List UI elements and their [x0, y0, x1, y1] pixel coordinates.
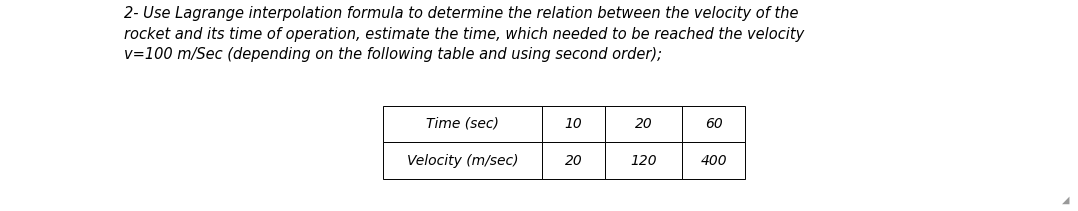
Bar [542, 142, 605, 179]
Bar [383, 106, 542, 142]
Text: 60: 60 [705, 117, 722, 131]
Bar [605, 142, 682, 179]
Bar [682, 106, 745, 142]
Bar [383, 142, 542, 179]
Text: Time (sec): Time (sec) [426, 117, 499, 131]
Text: 20: 20 [635, 117, 652, 131]
Bar [682, 142, 745, 179]
Text: 2- Use Lagrange interpolation formula to determine the relation between the velo: 2- Use Lagrange interpolation formula to… [124, 6, 804, 62]
Bar [542, 106, 605, 142]
Text: 20: 20 [565, 154, 582, 168]
Text: Velocity (m/sec): Velocity (m/sec) [406, 154, 519, 168]
Text: 10: 10 [565, 117, 582, 131]
Text: 400: 400 [701, 154, 727, 168]
Text: ◢: ◢ [1062, 195, 1069, 205]
Text: 120: 120 [631, 154, 657, 168]
Bar [605, 106, 682, 142]
